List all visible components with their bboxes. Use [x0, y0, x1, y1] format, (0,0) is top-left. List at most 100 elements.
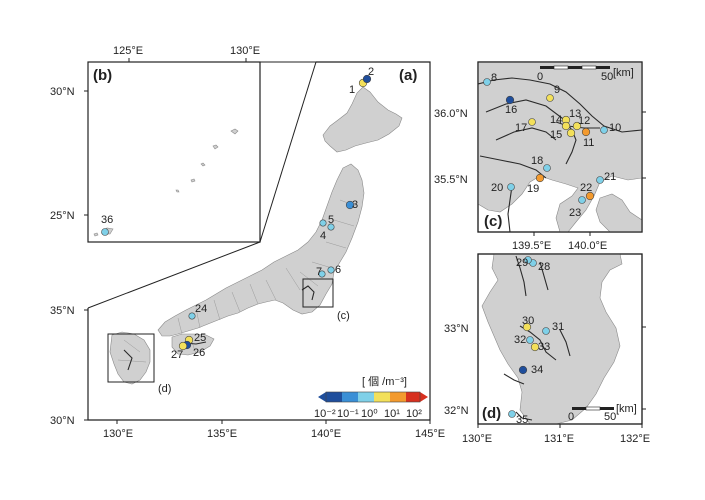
svg-text:21: 21 — [604, 171, 616, 183]
station-17-marker — [528, 118, 536, 126]
panel-d-scale-0: 0 — [568, 411, 574, 423]
svg-text:13: 13 — [569, 108, 581, 120]
panel-d-scale-unit: [km] — [616, 403, 637, 415]
panel-d-lon-tick-130: 130°E — [462, 433, 492, 445]
panel-c-lon-tick-139-5: 139.5°E — [512, 240, 551, 252]
svg-text:9: 9 — [554, 84, 560, 96]
panel-a-lat-tick-30: 30°N — [50, 415, 75, 427]
colorbar-tick-1: 10⁻¹ — [337, 408, 359, 420]
station-11-marker — [581, 127, 591, 137]
panel-c-scale-bar: 0 50 [km] — [537, 65, 634, 83]
colorbar-seg-2 — [358, 392, 374, 402]
panel-a-label: (a) — [399, 67, 417, 84]
panel-a-lon-tick-140: 140°E — [311, 428, 341, 440]
svg-text:22: 22 — [580, 182, 592, 194]
japan-landmass — [109, 86, 403, 385]
panel-c-scale-50: 50 — [601, 71, 613, 83]
panel-c-scale-unit: [km] — [613, 67, 634, 79]
station-5-marker — [319, 219, 327, 227]
panel-b-lat-tick-25: 25°N — [50, 210, 75, 222]
svg-text:2: 2 — [368, 66, 374, 78]
inset-box-c — [302, 278, 334, 308]
panel-a-lon-tick-145: 145°E — [415, 428, 445, 440]
panel-c-lon-tick-140: 140.0°E — [568, 240, 607, 252]
station-33-marker — [530, 342, 540, 352]
svg-text:5: 5 — [328, 214, 334, 226]
station-32-marker — [526, 336, 534, 344]
panel-d: 0 50 [km] 29 28 30 31 32 33 34 35 (d) 33… — [444, 253, 650, 445]
svg-text:11: 11 — [583, 137, 594, 149]
panel-a-lat-tick-35: 35°N — [50, 305, 75, 317]
svg-text:4: 4 — [320, 230, 326, 242]
panel-c-label: (c) — [484, 213, 502, 230]
station-8-marker — [483, 78, 491, 86]
panel-c-station-labels: 8 9 10 11 12 13 14 15 16 17 18 19 20 21 … — [491, 72, 621, 219]
station-36-label: 36 — [101, 214, 113, 226]
panel-d-lat-tick-32: 32°N — [444, 405, 469, 417]
svg-text:24: 24 — [195, 303, 207, 315]
panel-c-lat-tick-36: 36.0°N — [434, 108, 468, 120]
station-22-marker — [585, 191, 595, 201]
svg-text:20: 20 — [491, 182, 503, 194]
panel-d-lon-tick-132: 132°E — [620, 433, 650, 445]
panel-d-stations — [508, 256, 550, 418]
panel-c-scale-0: 0 — [537, 71, 543, 83]
station-35-marker — [508, 410, 516, 418]
svg-text:34: 34 — [531, 364, 543, 376]
panel-b-lon-tick-125: 125°E — [113, 45, 143, 57]
colorbar-seg-0 — [326, 392, 342, 402]
panel-d-station-labels: 29 28 30 31 32 33 34 35 — [514, 257, 564, 426]
panel-d-scale-50: 50 — [604, 411, 616, 423]
station-20-marker — [507, 183, 515, 191]
svg-text:29: 29 — [516, 257, 528, 269]
inset-box-d — [107, 333, 155, 383]
panel-b-lat-tick-30: 30°N — [50, 86, 75, 98]
panel-a-stations — [178, 74, 372, 351]
colorbar-seg-1 — [342, 392, 358, 402]
panel-b-label: (b) — [93, 67, 112, 84]
colorbar-tick-2: 10⁰ — [361, 408, 378, 420]
inset-box-c-label: (c) — [337, 310, 350, 322]
panel-a-lon-tick-135: 135°E — [207, 428, 237, 440]
station-3-marker — [345, 200, 355, 210]
svg-text:33: 33 — [538, 341, 550, 353]
colorbar-title: [ 個 /m⁻³] — [362, 375, 407, 388]
station-21-marker — [596, 176, 604, 184]
panel-b-lon-tick-130: 130°E — [230, 45, 260, 57]
svg-text:15: 15 — [550, 129, 562, 141]
panel-b: (b) 125°E 130°E 30°N 25°N — [50, 45, 261, 243]
station-29-marker — [524, 256, 532, 264]
svg-text:12: 12 — [578, 115, 590, 127]
station-4-marker — [327, 223, 335, 231]
station-12-marker — [572, 121, 582, 131]
svg-text:3: 3 — [352, 199, 358, 211]
station-24-marker — [188, 312, 196, 320]
svg-text:32: 32 — [514, 334, 526, 346]
svg-text:30: 30 — [522, 315, 534, 327]
station-2-marker — [362, 74, 372, 84]
panel-d-lat-tick-33: 33°N — [444, 323, 469, 335]
svg-text:14: 14 — [550, 114, 562, 126]
svg-text:31: 31 — [552, 321, 564, 333]
colorbar-tick-4: 10² — [406, 408, 422, 420]
station-30-marker — [522, 322, 532, 332]
station-23-marker — [578, 196, 586, 204]
svg-text:25: 25 — [194, 332, 206, 344]
colorbar-seg-5 — [406, 392, 420, 402]
svg-text:17: 17 — [515, 122, 527, 134]
station-19-marker — [535, 173, 545, 183]
panel-c-stations — [483, 78, 608, 204]
colorbar-high-arrow — [420, 392, 428, 402]
svg-text:1: 1 — [349, 84, 355, 96]
station-6-marker — [327, 266, 335, 274]
colorbar: [ 個 /m⁻³] 10⁻² 10⁻¹ 10⁰ 10¹ 10² — [314, 375, 428, 420]
station-15-marker — [566, 128, 576, 138]
svg-text:10: 10 — [609, 122, 621, 134]
station-10-marker — [600, 126, 608, 134]
station-31-marker — [542, 327, 550, 335]
colorbar-seg-3 — [374, 392, 390, 402]
panel-d-label: (d) — [482, 405, 501, 422]
svg-text:26: 26 — [193, 347, 205, 359]
station-27-marker — [178, 341, 188, 351]
